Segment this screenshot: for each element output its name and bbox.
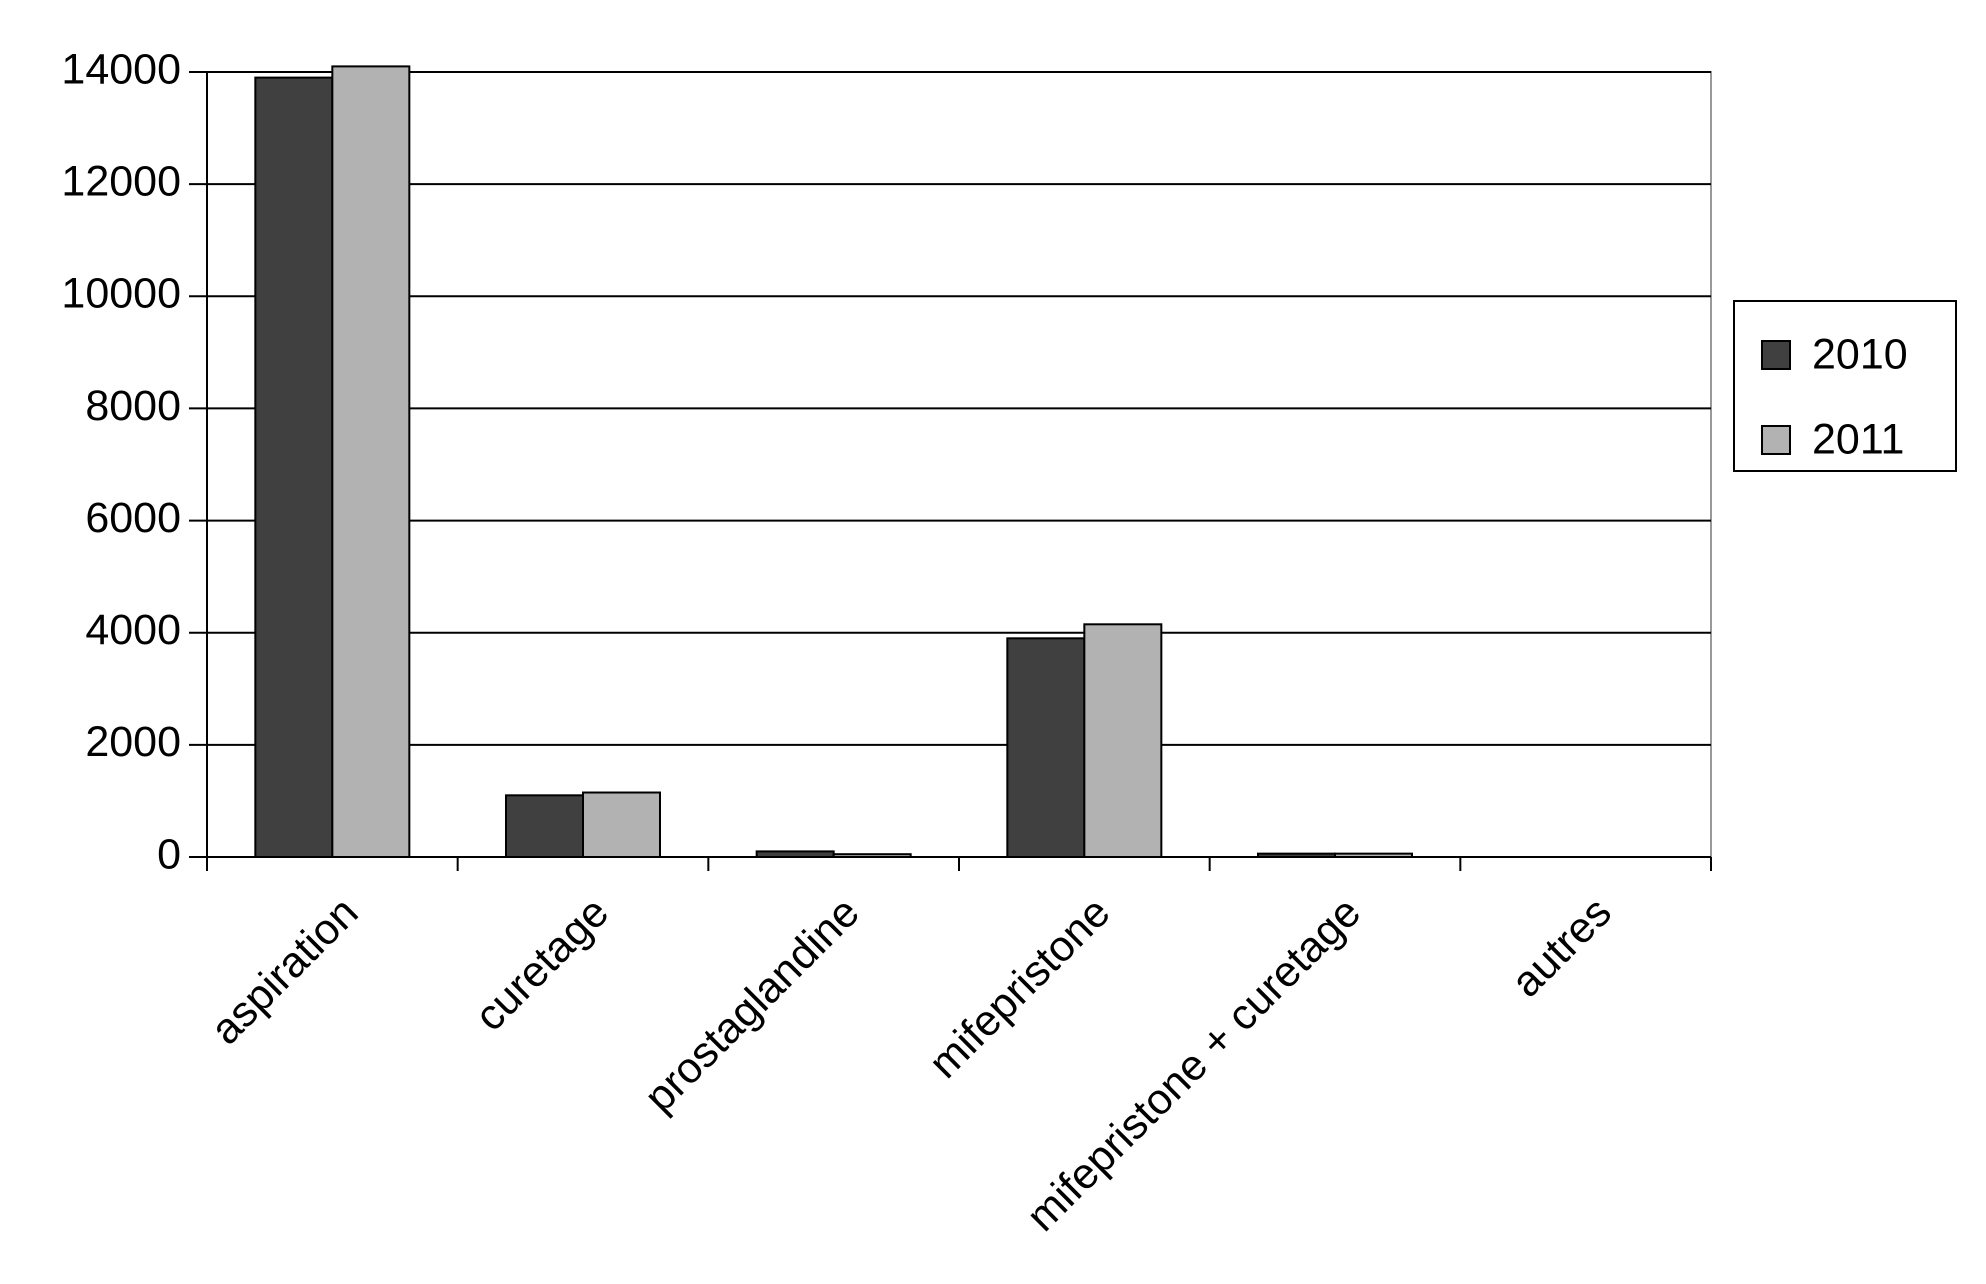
plot-area xyxy=(206,71,1712,858)
x-tick-label: prostaglandine xyxy=(635,888,868,1121)
bar xyxy=(582,791,661,859)
bar xyxy=(1083,623,1163,859)
y-tick-label: 0 xyxy=(157,830,181,878)
y-tick-label: 4000 xyxy=(85,606,181,654)
x-tick-label: autres xyxy=(1502,888,1620,1006)
y-tick-label: 2000 xyxy=(85,718,181,766)
grid xyxy=(207,71,1711,858)
legend: 2010 2011 xyxy=(1733,300,1957,472)
y-tick-label: 12000 xyxy=(61,158,181,206)
y-tick-label: 10000 xyxy=(61,270,181,318)
legend-swatch xyxy=(1761,340,1791,370)
bar xyxy=(254,76,334,859)
bars xyxy=(254,65,1413,859)
legend-label: 2011 xyxy=(1812,415,1904,463)
bar xyxy=(1006,637,1086,858)
legend-swatch xyxy=(1761,425,1791,455)
y-tick-label: 14000 xyxy=(61,45,181,93)
axes: 0 2000 4000 6000 8000 10000 12000 14000 xyxy=(61,45,1712,878)
bar xyxy=(505,794,584,858)
y-tick-label: 6000 xyxy=(85,494,181,542)
x-tick-label: aspiration xyxy=(202,888,368,1054)
x-tick-label: curetage xyxy=(466,888,618,1040)
x-tick-label: mifepristone xyxy=(920,888,1120,1088)
y-tick-label: 8000 xyxy=(85,382,181,430)
legend-label: 2010 xyxy=(1812,330,1908,378)
bar xyxy=(331,65,411,858)
